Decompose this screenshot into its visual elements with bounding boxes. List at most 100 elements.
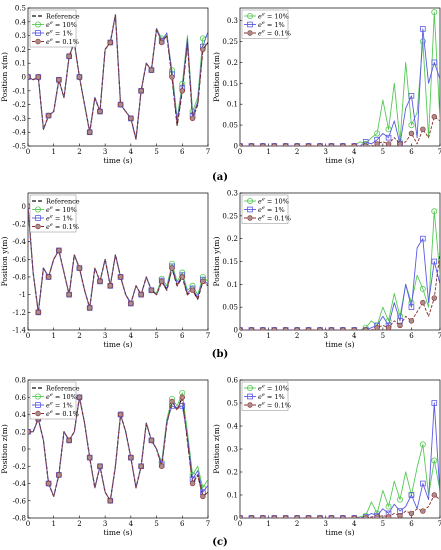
panel-label-a: (a) [212, 172, 228, 183]
chart-2-series-2-marker-12 [305, 143, 312, 146]
chart-4-series-2-marker-28 [397, 322, 403, 329]
chart-4-xtick-label-3: 3 [323, 332, 327, 340]
chart-4-legend-marker-2 [247, 215, 253, 221]
chart-1-legend-label-1: ee = 10% [46, 20, 77, 29]
chart-3-series-3 [28, 203, 208, 316]
chart-6-ytick-label-4: 0.4 [227, 423, 239, 431]
chart-3-xtick-label-0: 0 [26, 332, 30, 340]
chart-5-legend-label-2: ee = 1% [46, 400, 73, 409]
chart-1-xtick-label-0: 0 [26, 148, 30, 156]
chart-4-series-2 [240, 252, 440, 330]
chart-6-series-2-marker-8 [283, 515, 289, 518]
chart-4-series-2-marker-0 [240, 327, 243, 330]
chart-3-ytick-label-4: -0.6 [13, 256, 27, 264]
chart-5-series-3-marker-12 [87, 454, 93, 461]
chart-1-series-3-marker-32 [189, 115, 196, 122]
chart-3-series-3-marker-4 [45, 274, 52, 280]
chart-4-series-1-marker-30 [408, 304, 415, 310]
chart-3-ytick-label-0: -1.4 [13, 327, 27, 335]
chart-3-xtick-label-3: 3 [103, 332, 107, 340]
chart-4-series-2-marker-34 [431, 295, 437, 301]
chart-2-ytick-label-3: 0.15 [222, 80, 238, 88]
chart-2-legend-label-2: ee = 0.1% [258, 28, 291, 37]
chart-6-xtick-label-2: 2 [295, 520, 299, 528]
chart-2-ytick-label-5: 0.25 [222, 38, 238, 46]
chart-4-ytick-label-4: 0.2 [227, 235, 238, 243]
chart-3-series-3-marker-26 [159, 278, 165, 285]
chart-5-xtick-label-5: 5 [154, 520, 158, 528]
chart-5-xtick-label-1: 1 [51, 520, 55, 528]
chart-1-ylabel: Position x(m) [0, 52, 9, 102]
chart-6-xtick-label-7: 7 [438, 520, 441, 528]
chart-2-series-2-marker-0 [240, 143, 243, 146]
chart-4-series-2-marker-22 [363, 327, 369, 330]
chart-6-ytick-label-2: 0.2 [227, 469, 238, 477]
chart-4-series-1-line [240, 238, 440, 330]
chart-3-ylabel: Position y(m) [0, 237, 9, 287]
chart-4-series-2-marker-2 [248, 327, 255, 330]
chart-2-series-2-marker-6 [271, 143, 277, 146]
chart-3-series-3-marker-16 [107, 283, 113, 289]
chart-6-legend-marker-0 [246, 384, 253, 391]
chart-5-xtick-label-0: 0 [26, 520, 30, 528]
chart-6-legend-marker-2 [247, 402, 253, 408]
chart-4-series-2-marker-18 [340, 327, 346, 330]
chart-2-series-2 [240, 114, 440, 146]
chart-3-xtick-label-4: 4 [129, 332, 134, 340]
chart-6-series-2-marker-26 [385, 514, 392, 518]
chart-1-series-3-marker-28 [169, 74, 175, 80]
chart-3-legend-label-0: Reference [46, 197, 80, 205]
chart-5-xlabel: time (s) [103, 528, 132, 537]
chart-3-xtick-label-6: 6 [180, 332, 185, 340]
chart-6-series-2-marker-6 [271, 515, 277, 518]
chart-5-series-3-marker-34 [200, 493, 206, 500]
chart-5-series-3-marker-14 [97, 463, 103, 469]
chart-4-ytick-label-2: 0.1 [227, 281, 238, 289]
chart-4-ytick-label-1: 0.05 [222, 304, 238, 312]
chart-5-series-3-marker-28 [169, 398, 175, 405]
chart-2-legend-marker-1 [247, 21, 253, 28]
chart-1-xtick-label-7: 7 [206, 148, 210, 156]
chart-1-xlabel: time (s) [103, 156, 132, 165]
chart-1-series-3-marker-2 [35, 74, 41, 80]
chart-1-xtick-label-4: 4 [129, 148, 134, 156]
chart-2-ytick-label-1: 0.05 [222, 122, 238, 130]
chart-6-ytick-label-0: 0 [234, 515, 238, 523]
chart-4-series-2-marker-10 [294, 327, 300, 330]
chart-3-series-3-marker-34 [200, 278, 206, 285]
chart-1-series-3-marker-18 [117, 101, 124, 108]
chart-3-series-3-line [28, 206, 208, 313]
chart-2-series-0-line [240, 11, 440, 146]
chart-4-series-2-marker-4 [260, 327, 266, 330]
chart-1-series-3 [28, 14, 208, 140]
chart-6-series-2-marker-24 [374, 514, 380, 518]
chart-4-series-1-marker-34 [431, 258, 438, 265]
chart-4-series-0-marker-32 [419, 285, 426, 292]
chart-1-legend-label-2: ee = 1% [46, 28, 73, 37]
chart-5-ylabel: Position z(m) [0, 424, 9, 474]
chart-2-legend-label-0: ee = 10% [258, 11, 289, 20]
chart-5-series-3-marker-26 [159, 463, 165, 469]
chart-3-xtick-label-7: 7 [206, 332, 210, 340]
chart-2-series-2-marker-20 [351, 143, 357, 146]
chart-6-series-0-marker-34 [431, 457, 438, 464]
chart-4-series-2-marker-14 [317, 327, 323, 330]
chart-6-series-2-marker-34 [431, 492, 437, 498]
chart-2-series-1-line [240, 28, 440, 146]
chart-6-series-1-marker-32 [420, 480, 426, 487]
panel-label-b: (b) [212, 349, 228, 360]
chart-4-series-2-marker-8 [283, 327, 289, 330]
chart-3-series-3-marker-28 [169, 265, 175, 271]
chart-5-legend-label-1: ee = 10% [46, 392, 77, 401]
chart-5-series-3-marker-18 [117, 411, 124, 418]
chart-4-series-2-marker-30 [408, 318, 415, 324]
chart-5-xtick-label-6: 6 [180, 520, 185, 528]
chart-6-series-1-line [240, 402, 440, 518]
chart-5-series-3-marker-32 [189, 480, 196, 487]
chart-1-legend-marker-1 [35, 21, 42, 28]
chart-5-legend-marker-3 [35, 410, 41, 417]
chart-4-series-0-marker-34 [431, 208, 438, 215]
chart-4-legend-label-2: ee = 0.1% [258, 213, 291, 222]
